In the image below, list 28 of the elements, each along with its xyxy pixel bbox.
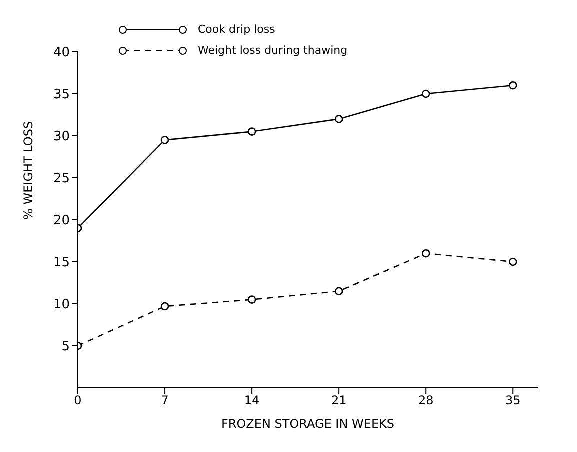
x-tick-label: 35 [505,394,521,408]
point [334,115,344,124]
point [508,81,518,90]
x-tick-label: 28 [418,394,434,408]
point [248,128,256,136]
x-tick-label: 21 [331,394,347,408]
point [422,249,430,258]
y-tick-label: 40 [53,46,70,61]
y-axis-title: % WEIGHT LOSS [21,121,36,220]
point [334,287,344,296]
point [248,296,256,304]
x-tick-label: 0 [74,394,82,408]
x-tick-label: 7 [161,394,169,408]
y-tick-label: 10 [53,298,70,313]
y-tick-label: 35 [53,88,70,103]
y-tick-label: 30 [53,130,70,145]
point [508,258,518,266]
legend-label: Weight loss during thawing [198,44,348,57]
x-tick-label: 14 [244,394,260,408]
point [160,302,170,311]
point [160,136,170,144]
y-tick-label: 20 [53,214,70,229]
y-tick-label: 5 [62,340,70,355]
legend-label: Cook drip loss [198,23,276,36]
x-axis-title: FROZEN STORAGE IN WEEKS [221,417,395,431]
point [422,90,430,98]
y-tick-label: 15 [53,256,70,271]
y-tick-label: 25 [53,172,70,187]
